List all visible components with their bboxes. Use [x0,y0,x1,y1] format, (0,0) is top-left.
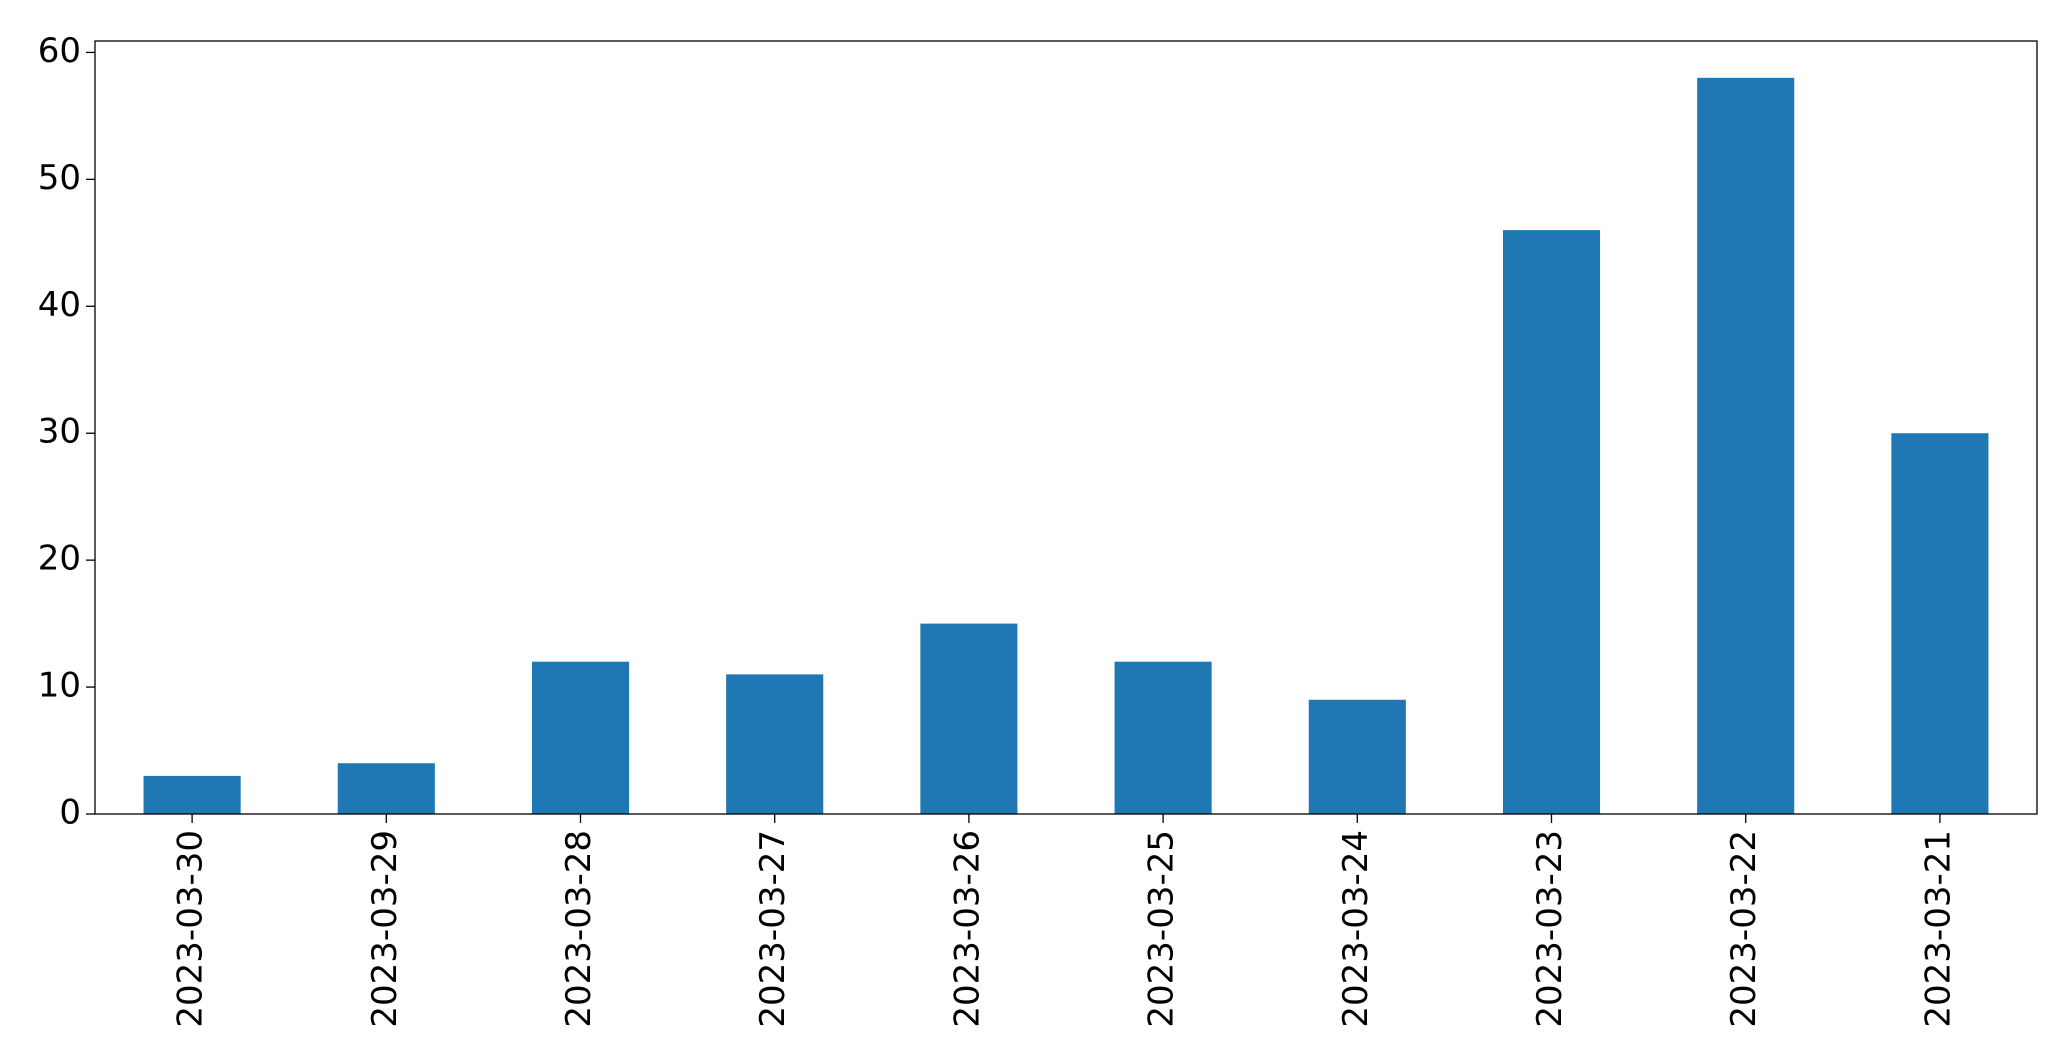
x-tick-label: 2023-03-30 [171,830,211,1028]
bar [1697,77,1795,815]
x-tick-label: 2023-03-23 [1530,830,1570,1028]
y-tick-label: 60 [38,31,81,71]
y-tick-label: 20 [38,539,81,579]
x-tick-label: 2023-03-25 [1142,830,1182,1028]
bar [920,623,1018,814]
bar [1308,699,1406,814]
bar [531,661,630,814]
y-tick-label: 50 [38,158,81,198]
x-tick-label: 2023-03-28 [559,830,599,1028]
bar [337,763,435,814]
bar [1502,230,1601,814]
x-tick-label: 2023-03-29 [365,830,405,1028]
bar [726,674,824,814]
y-tick-label: 40 [38,285,81,325]
x-tick-label: 2023-03-24 [1336,830,1376,1028]
y-tick-label: 30 [38,412,81,452]
x-tick-label: 2023-03-21 [1918,830,1958,1028]
plot-frame [94,40,2038,815]
bar [143,775,241,814]
bar [1891,433,1989,814]
x-tick-label: 2023-03-22 [1724,830,1764,1028]
x-tick-label: 2023-03-27 [753,830,793,1028]
x-tick-label: 2023-03-26 [947,830,987,1028]
y-tick-label: 0 [59,793,81,833]
bar [1114,661,1212,814]
y-tick-label: 10 [38,666,81,706]
